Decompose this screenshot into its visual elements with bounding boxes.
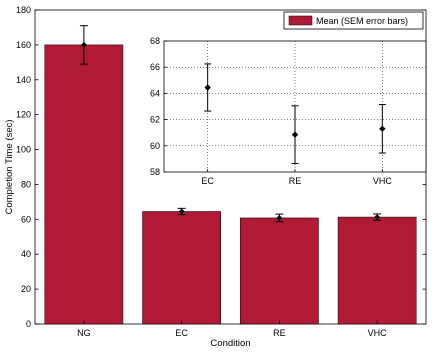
inset-x-tick-label: RE bbox=[289, 176, 302, 186]
inset-y-tick-label: 64 bbox=[150, 88, 160, 98]
inset-y-tick-label: 66 bbox=[150, 62, 160, 72]
main-y-tick-label: 80 bbox=[21, 179, 31, 189]
mean-marker bbox=[80, 41, 87, 48]
inset-y-tick-label: 62 bbox=[150, 115, 160, 125]
inset-x-tick-label: EC bbox=[201, 176, 214, 186]
inset-mean-marker bbox=[379, 125, 386, 132]
x-axis-label: Condition bbox=[210, 338, 250, 349]
bar bbox=[337, 216, 417, 325]
main-y-ticks: 0 20 40 60 80 100 120 140 160 180 bbox=[16, 5, 426, 329]
mean-marker bbox=[178, 208, 185, 215]
inset-points bbox=[204, 84, 386, 138]
legend-label: Mean (SEM error bars) bbox=[316, 16, 408, 26]
main-error-bars bbox=[79, 25, 382, 223]
main-x-tick-label: RE bbox=[273, 328, 286, 338]
main-y-tick-label: 60 bbox=[21, 214, 31, 224]
inset-y-tick-label: 68 bbox=[150, 36, 160, 46]
main-y-tick-label: 20 bbox=[21, 284, 31, 294]
inset-y-tick-label: 58 bbox=[150, 167, 160, 177]
legend: Mean (SEM error bars) bbox=[283, 11, 424, 30]
legend-swatch bbox=[288, 15, 313, 26]
main-y-tick-label: 140 bbox=[16, 75, 31, 85]
main-bars bbox=[44, 44, 417, 325]
inset-axes: 58 60 62 64 66 68 EC RE VHC bbox=[150, 36, 427, 186]
main-x-tick-label: NG bbox=[77, 328, 91, 338]
main-y-tick-label: 180 bbox=[16, 5, 31, 15]
main-y-tick-label: 100 bbox=[16, 145, 31, 155]
main-y-tick-label: 160 bbox=[16, 40, 31, 50]
inset-mean-marker bbox=[291, 131, 299, 138]
main-x-ticks: NG EC RE VHC bbox=[77, 320, 388, 338]
main-y-tick-label: 120 bbox=[16, 110, 31, 120]
mean-marker bbox=[276, 214, 283, 221]
main-y-tick-label: 40 bbox=[21, 249, 31, 259]
inset-x-ticks: EC RE VHC bbox=[201, 169, 392, 186]
main-x-tick-label: EC bbox=[175, 328, 188, 338]
inset-mean-marker bbox=[204, 84, 211, 91]
inset-x-tick-label: VHC bbox=[373, 176, 393, 186]
inset-grid bbox=[164, 41, 426, 172]
mean-marker bbox=[374, 214, 381, 221]
legend-box bbox=[283, 11, 424, 30]
main-x-tick-label: VHC bbox=[368, 328, 388, 338]
bar bbox=[44, 44, 124, 325]
bar bbox=[240, 217, 319, 325]
bar bbox=[142, 211, 221, 325]
inset-y-tick-label: 60 bbox=[150, 141, 160, 151]
y-axis-label: Completion Time (sec) bbox=[4, 119, 15, 214]
inset-y-ticks: 58 60 62 64 66 68 bbox=[150, 36, 167, 177]
main-y-tick-label: 0 bbox=[26, 319, 31, 329]
